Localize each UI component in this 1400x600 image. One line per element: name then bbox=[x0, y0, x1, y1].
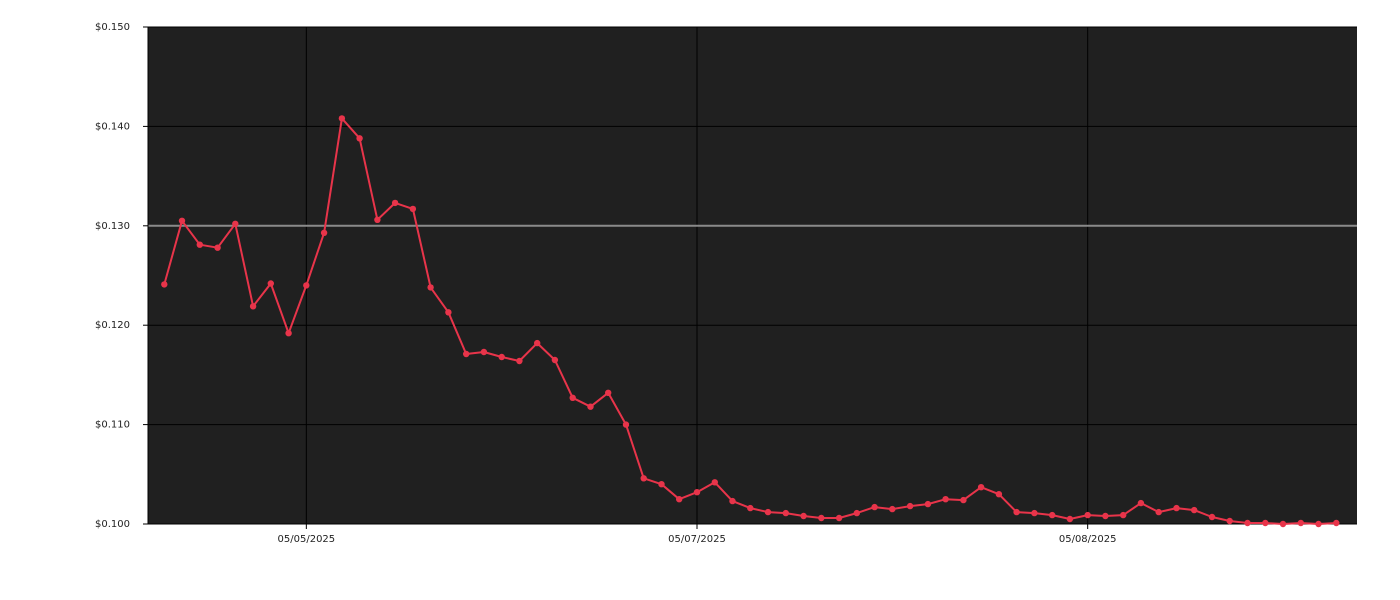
data-point[interactable] bbox=[889, 505, 896, 513]
data-point[interactable] bbox=[960, 496, 967, 504]
data-point[interactable] bbox=[764, 508, 772, 516]
data-point[interactable] bbox=[1333, 519, 1340, 527]
y-tick-label: $0.140 bbox=[95, 121, 130, 132]
axes bbox=[143, 26, 1357, 529]
data-point[interactable] bbox=[1049, 511, 1056, 519]
y-tick-label: $0.120 bbox=[95, 320, 130, 331]
data-point[interactable] bbox=[480, 348, 488, 356]
data-point[interactable] bbox=[285, 330, 292, 337]
data-point[interactable] bbox=[356, 135, 363, 142]
data-point[interactable] bbox=[711, 479, 718, 486]
data-point[interactable] bbox=[853, 509, 860, 517]
x-tick-label: 05/07/2025 bbox=[668, 534, 726, 545]
data-point[interactable] bbox=[587, 403, 594, 410]
data-point[interactable] bbox=[658, 481, 665, 488]
data-point[interactable] bbox=[409, 205, 417, 213]
data-point[interactable] bbox=[196, 241, 203, 248]
y-tick-label: $0.100 bbox=[95, 519, 130, 530]
data-point[interactable] bbox=[249, 303, 257, 310]
data-point[interactable] bbox=[445, 309, 452, 316]
data-point[interactable] bbox=[1137, 499, 1145, 507]
data-point[interactable] bbox=[338, 115, 346, 122]
data-point[interactable] bbox=[693, 489, 701, 496]
data-point[interactable] bbox=[551, 356, 559, 364]
data-point[interactable] bbox=[1244, 519, 1251, 527]
data-point[interactable] bbox=[906, 502, 914, 510]
data-point[interactable] bbox=[729, 497, 736, 505]
data-point[interactable] bbox=[640, 475, 647, 482]
y-tick-label: $0.150 bbox=[95, 22, 130, 33]
data-point[interactable] bbox=[1262, 519, 1269, 527]
data-point[interactable] bbox=[942, 496, 949, 503]
data-point[interactable] bbox=[374, 216, 381, 223]
data-point[interactable] bbox=[1208, 513, 1216, 521]
series-group bbox=[161, 115, 1340, 528]
data-point[interactable] bbox=[1084, 511, 1091, 519]
data-point[interactable] bbox=[676, 496, 683, 503]
data-point[interactable] bbox=[1279, 520, 1287, 528]
data-point[interactable] bbox=[1102, 512, 1109, 520]
y-tick-label: $0.130 bbox=[95, 221, 130, 232]
x-tick-label: 05/08/2025 bbox=[1059, 534, 1117, 545]
plot-background bbox=[148, 27, 1357, 524]
data-point[interactable] bbox=[534, 339, 541, 347]
data-point[interactable] bbox=[303, 282, 310, 289]
x-tick-label: 05/05/2025 bbox=[278, 534, 336, 545]
data-point[interactable] bbox=[622, 421, 630, 428]
data-point[interactable] bbox=[977, 484, 985, 491]
data-point[interactable] bbox=[1315, 520, 1322, 528]
data-point[interactable] bbox=[747, 504, 754, 512]
data-point[interactable] bbox=[835, 514, 843, 522]
y-axis-tick-labels: $0.100 $0.110 $0.120 $0.130 $0.140 $0.150 bbox=[95, 22, 130, 530]
data-point[interactable] bbox=[232, 220, 239, 227]
data-point[interactable] bbox=[782, 509, 789, 517]
data-point[interactable] bbox=[569, 394, 576, 401]
data-point[interactable] bbox=[800, 512, 807, 520]
data-point[interactable] bbox=[995, 491, 1003, 498]
data-point[interactable] bbox=[267, 280, 274, 287]
data-point[interactable] bbox=[1226, 517, 1233, 525]
data-point[interactable] bbox=[1031, 509, 1038, 517]
data-point[interactable] bbox=[391, 199, 399, 207]
data-point[interactable] bbox=[516, 357, 523, 365]
data-point[interactable] bbox=[463, 350, 470, 358]
data-point[interactable] bbox=[161, 281, 168, 288]
data-point[interactable] bbox=[1120, 511, 1127, 519]
y-tick-label: $0.110 bbox=[95, 420, 130, 431]
x-axis-tick-labels: 05/05/2025 05/07/2025 05/08/2025 bbox=[278, 534, 1117, 545]
data-point[interactable] bbox=[924, 500, 932, 508]
data-point[interactable] bbox=[818, 514, 825, 522]
data-point[interactable] bbox=[1297, 519, 1305, 527]
data-point[interactable] bbox=[178, 217, 186, 224]
data-point[interactable] bbox=[427, 284, 434, 291]
data-point[interactable] bbox=[214, 244, 221, 251]
data-point[interactable] bbox=[1191, 506, 1198, 514]
data-point[interactable] bbox=[498, 353, 505, 361]
data-point[interactable] bbox=[871, 503, 878, 511]
data-point[interactable] bbox=[1066, 515, 1074, 523]
data-point[interactable] bbox=[320, 229, 328, 236]
data-point[interactable] bbox=[1013, 508, 1020, 516]
data-point[interactable] bbox=[1155, 508, 1162, 516]
data-point[interactable] bbox=[1173, 504, 1180, 512]
data-point[interactable] bbox=[605, 389, 612, 396]
